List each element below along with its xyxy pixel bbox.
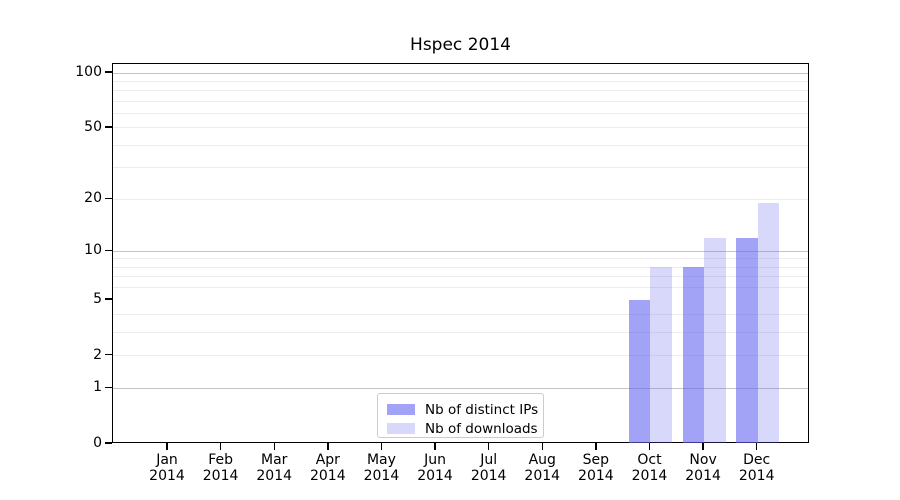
x-tick-month: Jun	[424, 452, 446, 468]
x-tick-month: Feb	[208, 452, 233, 468]
x-tick-mark	[595, 443, 597, 450]
minor-gridline	[113, 80, 808, 82]
major-gridline	[113, 72, 808, 74]
y-tick-label: 100	[75, 64, 102, 81]
legend-swatch	[387, 423, 415, 434]
y-tick-label: 5	[93, 290, 102, 307]
x-tick-label: Apr 2014	[296, 452, 360, 484]
x-tick-mark	[434, 443, 436, 450]
legend-label: Nb of downloads	[425, 420, 538, 437]
major-gridline	[113, 250, 808, 252]
x-tick-mark	[166, 443, 168, 450]
minor-gridline	[113, 266, 808, 268]
minor-gridline	[113, 332, 808, 334]
x-tick-mark	[273, 443, 275, 450]
x-tick-label: Nov 2014	[671, 452, 735, 484]
minor-gridline	[113, 276, 808, 278]
x-tick-label: Oct 2014	[617, 452, 681, 484]
x-tick-label: Feb 2014	[189, 452, 253, 484]
minor-gridline	[113, 113, 808, 115]
y-tick-mark	[105, 249, 112, 251]
x-tick-label: Sep 2014	[564, 452, 628, 484]
legend-swatch	[387, 404, 415, 415]
minor-gridline	[113, 90, 808, 92]
x-tick-year: 2014	[470, 468, 507, 484]
plot-area: Nb of distinct IPs Nb of downloads	[112, 63, 809, 443]
x-tick-label: May 2014	[349, 452, 413, 484]
x-tick-year: 2014	[738, 468, 775, 484]
x-tick-label: Dec 2014	[725, 452, 789, 484]
x-tick-label: Jul 2014	[457, 452, 521, 484]
x-tick-label: Jun 2014	[403, 452, 467, 484]
x-tick-year: 2014	[685, 468, 721, 484]
x-tick-mark	[219, 443, 222, 450]
minor-gridline	[113, 100, 808, 102]
y-tick-mark	[105, 298, 112, 300]
minor-gridline	[113, 258, 808, 260]
y-tick-mark	[105, 442, 112, 444]
major-gridline	[113, 387, 808, 389]
x-tick-year: 2014	[417, 468, 453, 484]
x-tick-month: Jan	[156, 452, 178, 468]
minor-gridline	[113, 287, 808, 289]
y-tick-label: 1	[93, 379, 102, 396]
x-tick-label: Mar 2014	[242, 452, 306, 484]
x-tick-year: 2014	[631, 468, 668, 484]
x-tick-mark	[648, 443, 651, 450]
y-tick-mark	[105, 197, 112, 199]
legend-label: Nb of distinct IPs	[425, 401, 539, 418]
x-tick-mark	[541, 443, 543, 450]
x-tick-month: May	[366, 452, 396, 468]
y-tick-label: 10	[84, 242, 102, 259]
minor-gridline	[113, 167, 808, 169]
x-tick-mark	[380, 443, 383, 450]
x-tick-year: 2014	[309, 468, 346, 484]
y-tick-mark	[105, 126, 112, 128]
x-tick-year: 2014	[363, 468, 400, 484]
x-tick-mark	[487, 443, 490, 450]
y-tick-mark	[105, 386, 112, 388]
x-tick-month: Oct	[637, 452, 662, 468]
x-tick-label: Jan 2014	[135, 452, 199, 484]
minor-gridline	[113, 314, 808, 316]
x-tick-mark	[702, 443, 704, 450]
x-tick-year: 2014	[256, 468, 293, 484]
x-tick-year: 2014	[578, 468, 614, 484]
x-tick-mark	[756, 443, 758, 450]
chart-title: Hspec 2014	[410, 35, 511, 55]
legend-item: Nb of distinct IPs	[387, 400, 543, 419]
x-tick-month: Sep	[582, 452, 610, 468]
x-tick-year: 2014	[202, 468, 239, 484]
x-tick-month: Dec	[743, 452, 771, 468]
x-tick-month: Jul	[480, 452, 498, 468]
bar-oct-ips	[628, 299, 651, 443]
x-tick-month: Apr	[315, 452, 340, 468]
legend: Nb of distinct IPs Nb of downloads	[377, 393, 544, 438]
y-tick-label: 20	[84, 190, 102, 207]
minor-gridline	[113, 355, 808, 357]
bar-nov-ips	[682, 267, 705, 443]
bar-oct-downloads	[650, 267, 672, 443]
legend-items: Nb of distinct IPs Nb of downloads	[387, 400, 543, 438]
minor-gridline	[113, 144, 808, 146]
x-tick-month: Aug	[528, 452, 556, 468]
x-tick-month: Mar	[260, 452, 288, 468]
y-tick-label: 2	[93, 346, 102, 363]
y-tick-label: 0	[93, 435, 102, 451]
bar-dec-downloads	[757, 203, 780, 443]
legend-item: Nb of downloads	[387, 419, 543, 438]
bar-dec-ips	[736, 237, 758, 443]
x-tick-mark	[327, 443, 329, 450]
minor-gridline	[113, 198, 808, 200]
x-tick-label: Aug 2014	[510, 452, 574, 484]
y-tick-label: 50	[84, 118, 102, 135]
minor-gridline	[113, 127, 808, 129]
bar-nov-downloads	[704, 237, 726, 443]
x-tick-month: Nov	[689, 452, 717, 468]
x-tick-year: 2014	[524, 468, 561, 484]
y-tick-mark	[105, 71, 112, 73]
x-tick-year: 2014	[149, 468, 185, 484]
y-tick-mark	[105, 353, 112, 356]
